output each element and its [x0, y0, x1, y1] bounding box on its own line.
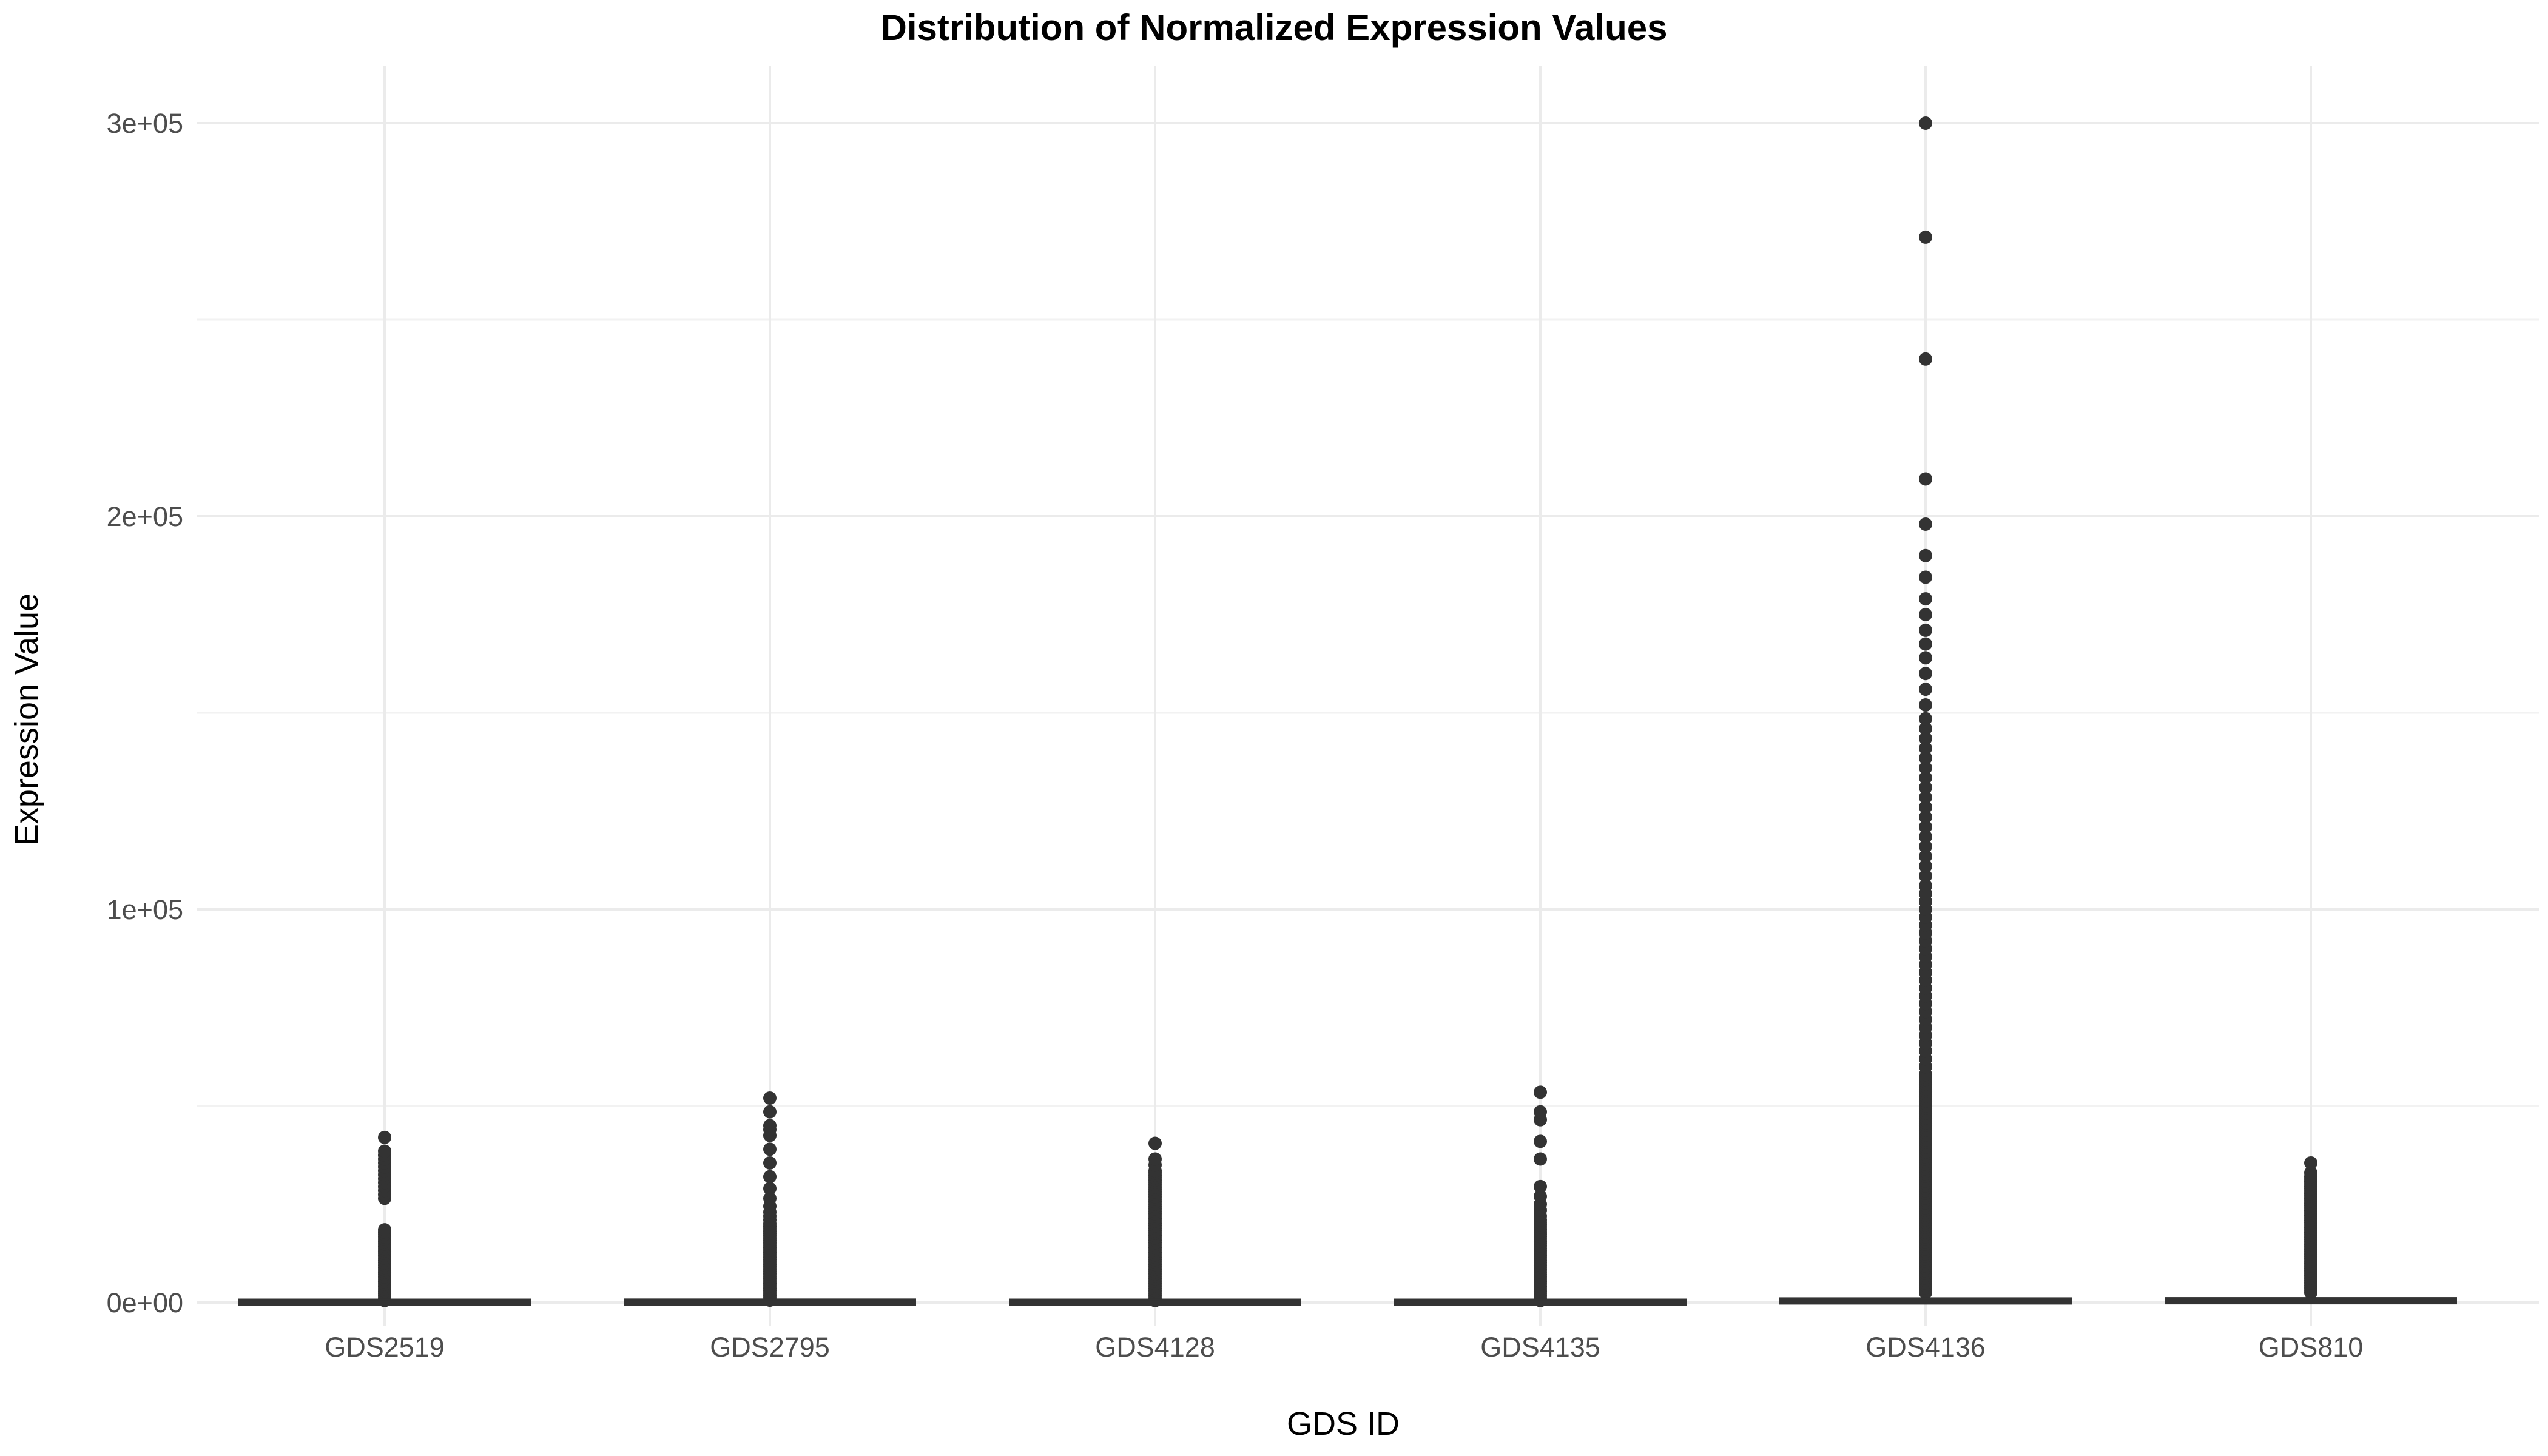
- y-tick-label: 2e+05: [107, 501, 183, 532]
- outlier-point: [1919, 712, 1932, 726]
- outlier-point: [1919, 682, 1932, 696]
- outlier-point: [1919, 732, 1932, 746]
- outlier-point: [1919, 651, 1932, 665]
- outlier-point: [1919, 830, 1932, 844]
- outlier-point: [763, 1170, 777, 1184]
- box-plot-gds810: [2165, 1156, 2457, 1305]
- y-axis-title: Expression Value: [8, 593, 45, 846]
- outlier-point: [378, 1130, 391, 1144]
- x-tick-label: GDS2795: [710, 1332, 830, 1363]
- outlier-point: [1919, 116, 1932, 130]
- outlier-point: [1919, 800, 1932, 814]
- outlier-point: [1919, 667, 1932, 681]
- outlier-point: [763, 1182, 777, 1196]
- outlier-point: [1919, 741, 1932, 755]
- outlier-point: [378, 1223, 391, 1237]
- y-tick-label: 3e+05: [107, 108, 183, 139]
- outlier-point: [1534, 1152, 1547, 1166]
- outlier-point: [1534, 1085, 1547, 1099]
- outlier-point: [1919, 790, 1932, 804]
- outlier-point: [1919, 770, 1932, 784]
- outlier-point: [1919, 721, 1932, 735]
- outlier-point: [2304, 1166, 2317, 1180]
- outlier-point: [763, 1191, 777, 1205]
- outlier-point: [1148, 1136, 1162, 1150]
- outlier-point: [1919, 548, 1932, 562]
- chart-title: Distribution of Normalized Expression Va…: [881, 7, 1668, 48]
- outlier-point: [763, 1091, 777, 1105]
- outlier-point: [763, 1142, 777, 1156]
- x-tick-label: GDS4136: [1866, 1332, 1986, 1363]
- outlier-point: [1919, 637, 1932, 651]
- outlier-point: [1534, 1179, 1547, 1193]
- outlier-point: [1919, 869, 1932, 883]
- outlier-point: [1919, 781, 1932, 795]
- outlier-point: [763, 1105, 777, 1119]
- outlier-point: [1534, 1105, 1547, 1119]
- outlier-point: [1919, 810, 1932, 824]
- outlier-point: [1919, 698, 1932, 712]
- grid-lines: [197, 66, 2539, 1326]
- outlier-point: [1919, 472, 1932, 486]
- outlier-point: [1919, 761, 1932, 775]
- box-plot-gds2519: [238, 1130, 531, 1307]
- box-plots: [238, 116, 2457, 1307]
- outlier-point: [1919, 230, 1932, 244]
- x-axis-title: GDS ID: [1287, 1406, 1400, 1442]
- x-tick-label: GDS810: [2259, 1332, 2364, 1363]
- outlier-point: [1919, 608, 1932, 621]
- outlier-point: [1919, 517, 1932, 531]
- outlier-point: [763, 1119, 777, 1133]
- x-tick-label: GDS2519: [325, 1332, 445, 1363]
- outlier-point: [1919, 820, 1932, 834]
- box-plot-gds4135: [1394, 1085, 1687, 1307]
- outlier-point: [763, 1156, 777, 1170]
- outlier-point: [1919, 840, 1932, 854]
- outlier-point: [1919, 592, 1932, 606]
- outlier-point: [1148, 1152, 1162, 1166]
- box-plot-gds4136: [1779, 116, 2072, 1305]
- outlier-point: [1919, 352, 1932, 366]
- outlier-point: [2304, 1156, 2317, 1170]
- outlier-point: [1919, 849, 1932, 863]
- axis-ticks: 0e+00 1e+05 2e+05 3e+05 GDS2519 GDS2795 GDS412…: [107, 108, 2364, 1363]
- outlier-point: [1919, 859, 1932, 873]
- y-tick-label: 0e+00: [107, 1287, 183, 1318]
- outlier-point: [1919, 879, 1932, 893]
- x-tick-label: GDS4128: [1095, 1332, 1215, 1363]
- outlier-point: [1919, 751, 1932, 765]
- outlier-point: [1534, 1134, 1547, 1148]
- outlier-point: [378, 1144, 391, 1158]
- x-tick-label: GDS4135: [1480, 1332, 1600, 1363]
- box-plot-gds4128: [1009, 1136, 1301, 1307]
- outlier-point: [1919, 570, 1932, 584]
- outlier-point: [1534, 1190, 1547, 1204]
- box-plot-gds2795: [624, 1091, 916, 1307]
- outlier-point: [1919, 623, 1932, 637]
- y-tick-label: 1e+05: [107, 894, 183, 925]
